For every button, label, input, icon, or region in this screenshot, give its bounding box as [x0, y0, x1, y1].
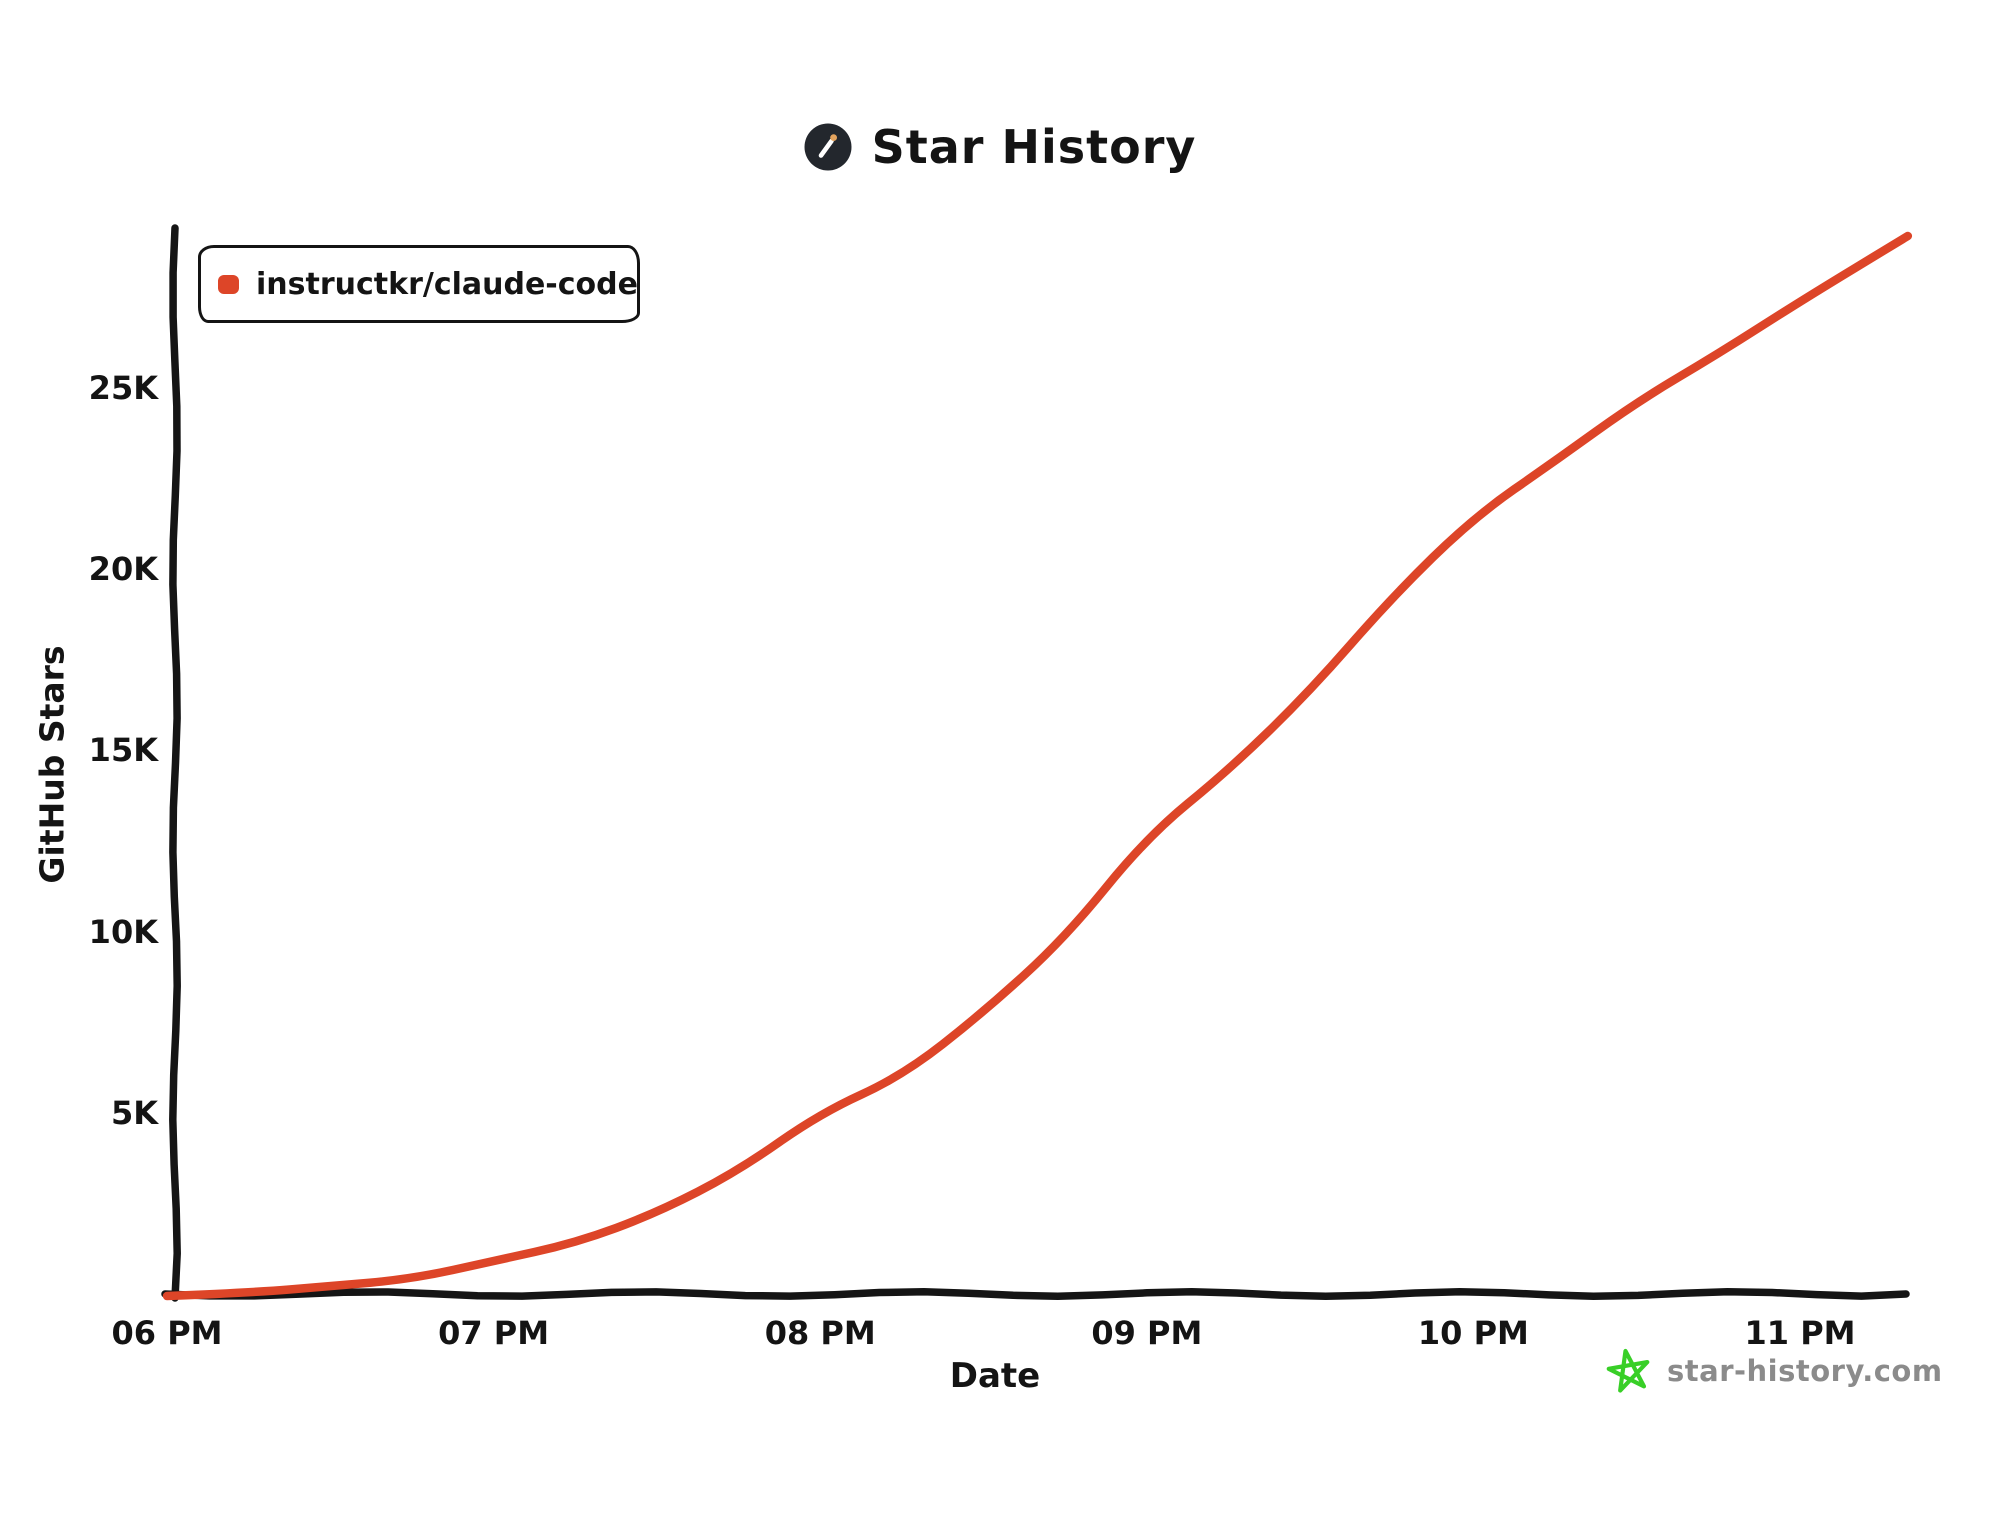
y-tick-label: 10K [88, 912, 158, 951]
x-tick-label: 11 PM [1744, 1314, 1856, 1352]
watermark-text: star-history.com [1667, 1354, 1943, 1388]
y-tick-label: 15K [88, 731, 158, 770]
x-tick-label: 08 PM [764, 1314, 876, 1352]
y-tick-label: 5K [110, 1093, 158, 1132]
app-header: Star History [0, 120, 2000, 174]
x-tick-label: 10 PM [1417, 1314, 1529, 1352]
watermark: star-history.com [1604, 1346, 1943, 1396]
legend-series-label: instructkr/claude-code [256, 266, 638, 302]
star-icon [1604, 1346, 1654, 1396]
x-tick-label: 09 PM [1091, 1314, 1203, 1352]
page-title: Star History [871, 120, 1197, 174]
legend-series-marker [218, 274, 239, 294]
series-line [162, 231, 1913, 1301]
y-tick-label: 20K [88, 550, 158, 588]
y-tick-label: 25K [88, 368, 158, 407]
x-tick-label: 07 PM [438, 1314, 550, 1352]
x-axis-title: Date [949, 1356, 1041, 1396]
y-axis-line [169, 224, 181, 1302]
x-tick-label: 06 PM [111, 1314, 223, 1352]
legend: instructkr/claude-code [198, 245, 640, 323]
x-axis-line [161, 1288, 1910, 1300]
star-history-logo-icon [804, 123, 852, 171]
